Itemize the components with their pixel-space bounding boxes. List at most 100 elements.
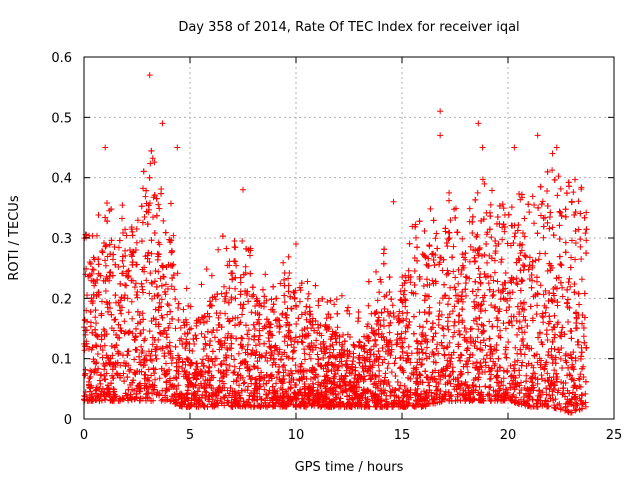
data-point xyxy=(372,372,379,379)
data-point xyxy=(166,366,173,373)
data-point xyxy=(301,356,308,363)
data-point xyxy=(425,255,432,262)
data-point xyxy=(463,274,470,281)
data-point xyxy=(415,395,422,402)
data-point xyxy=(309,380,316,387)
data-point xyxy=(262,271,269,278)
data-point xyxy=(336,383,343,390)
data-point xyxy=(456,312,463,319)
data-point xyxy=(343,388,350,395)
data-point xyxy=(248,380,255,387)
data-point xyxy=(237,274,244,281)
data-point xyxy=(333,296,340,303)
data-point xyxy=(463,358,470,365)
data-point xyxy=(349,400,356,407)
data-point xyxy=(339,362,346,369)
data-point xyxy=(153,355,160,362)
data-point xyxy=(289,348,296,355)
data-point xyxy=(156,205,163,212)
data-point xyxy=(575,338,582,345)
data-point xyxy=(432,235,439,242)
data-point xyxy=(116,335,123,342)
data-point xyxy=(278,378,285,385)
data-point xyxy=(432,359,439,366)
data-point xyxy=(167,308,174,315)
data-point xyxy=(182,345,189,352)
data-point xyxy=(287,293,294,300)
data-point xyxy=(547,209,554,216)
data-point xyxy=(269,383,276,390)
data-point xyxy=(542,309,549,316)
data-point xyxy=(398,343,405,350)
data-point xyxy=(287,367,294,374)
data-point xyxy=(454,374,461,381)
data-point xyxy=(364,323,371,330)
data-point xyxy=(346,334,353,341)
data-point xyxy=(498,378,505,385)
data-point xyxy=(106,388,113,395)
data-point xyxy=(386,322,393,329)
data-point xyxy=(414,375,421,382)
data-point xyxy=(445,270,452,277)
data-point xyxy=(144,221,151,228)
data-point xyxy=(418,346,425,353)
data-point xyxy=(101,375,108,382)
data-point xyxy=(164,344,171,351)
data-point xyxy=(245,327,252,334)
data-point xyxy=(464,345,471,352)
data-point xyxy=(526,275,533,282)
data-point xyxy=(417,391,424,398)
data-point xyxy=(286,395,293,402)
data-point xyxy=(129,315,136,322)
data-point xyxy=(451,322,458,329)
data-point xyxy=(182,361,189,368)
data-point xyxy=(87,367,94,374)
data-point xyxy=(484,259,491,266)
data-point xyxy=(107,355,114,362)
data-point xyxy=(447,358,454,365)
data-point xyxy=(562,206,569,213)
data-point xyxy=(141,372,148,379)
data-point xyxy=(115,321,122,328)
data-point xyxy=(410,330,417,337)
data-point xyxy=(549,167,556,174)
data-point xyxy=(570,366,577,373)
data-point xyxy=(323,368,330,375)
data-point xyxy=(244,331,251,338)
data-point xyxy=(323,402,330,409)
data-point xyxy=(551,404,558,411)
data-point xyxy=(114,371,121,378)
data-point xyxy=(217,361,224,368)
data-point xyxy=(518,191,525,198)
data-point xyxy=(198,369,205,376)
data-point xyxy=(546,318,553,325)
data-point xyxy=(486,384,493,391)
data-point xyxy=(416,323,423,330)
data-point xyxy=(221,283,228,290)
data-point xyxy=(235,371,242,378)
data-point xyxy=(475,326,482,333)
data-point xyxy=(184,330,191,337)
data-point xyxy=(481,271,488,278)
data-point xyxy=(103,299,110,306)
data-point xyxy=(152,267,159,274)
data-point xyxy=(557,355,564,362)
data-point xyxy=(546,313,553,320)
data-point xyxy=(507,295,514,302)
data-point xyxy=(144,255,151,262)
data-point xyxy=(140,356,147,363)
data-point xyxy=(562,380,569,387)
data-point xyxy=(383,337,390,344)
data-point xyxy=(359,390,366,397)
data-point xyxy=(252,310,259,317)
data-point xyxy=(571,289,578,296)
data-point xyxy=(81,393,88,400)
data-point xyxy=(500,375,507,382)
data-point xyxy=(405,355,412,362)
data-point xyxy=(275,369,282,376)
data-point xyxy=(259,325,266,332)
data-point xyxy=(93,232,100,239)
data-point xyxy=(164,311,171,318)
data-point xyxy=(313,337,320,344)
data-point xyxy=(227,334,234,341)
